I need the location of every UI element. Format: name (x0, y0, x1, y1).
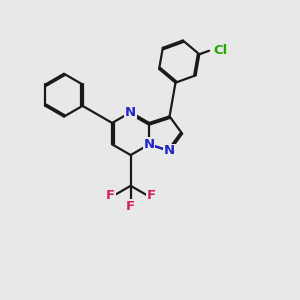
Text: N: N (125, 106, 136, 119)
Text: Cl: Cl (214, 44, 228, 57)
Text: F: F (106, 189, 115, 202)
Text: N: N (144, 138, 155, 151)
Text: F: F (146, 189, 155, 202)
Text: N: N (164, 145, 175, 158)
Text: F: F (126, 200, 135, 213)
